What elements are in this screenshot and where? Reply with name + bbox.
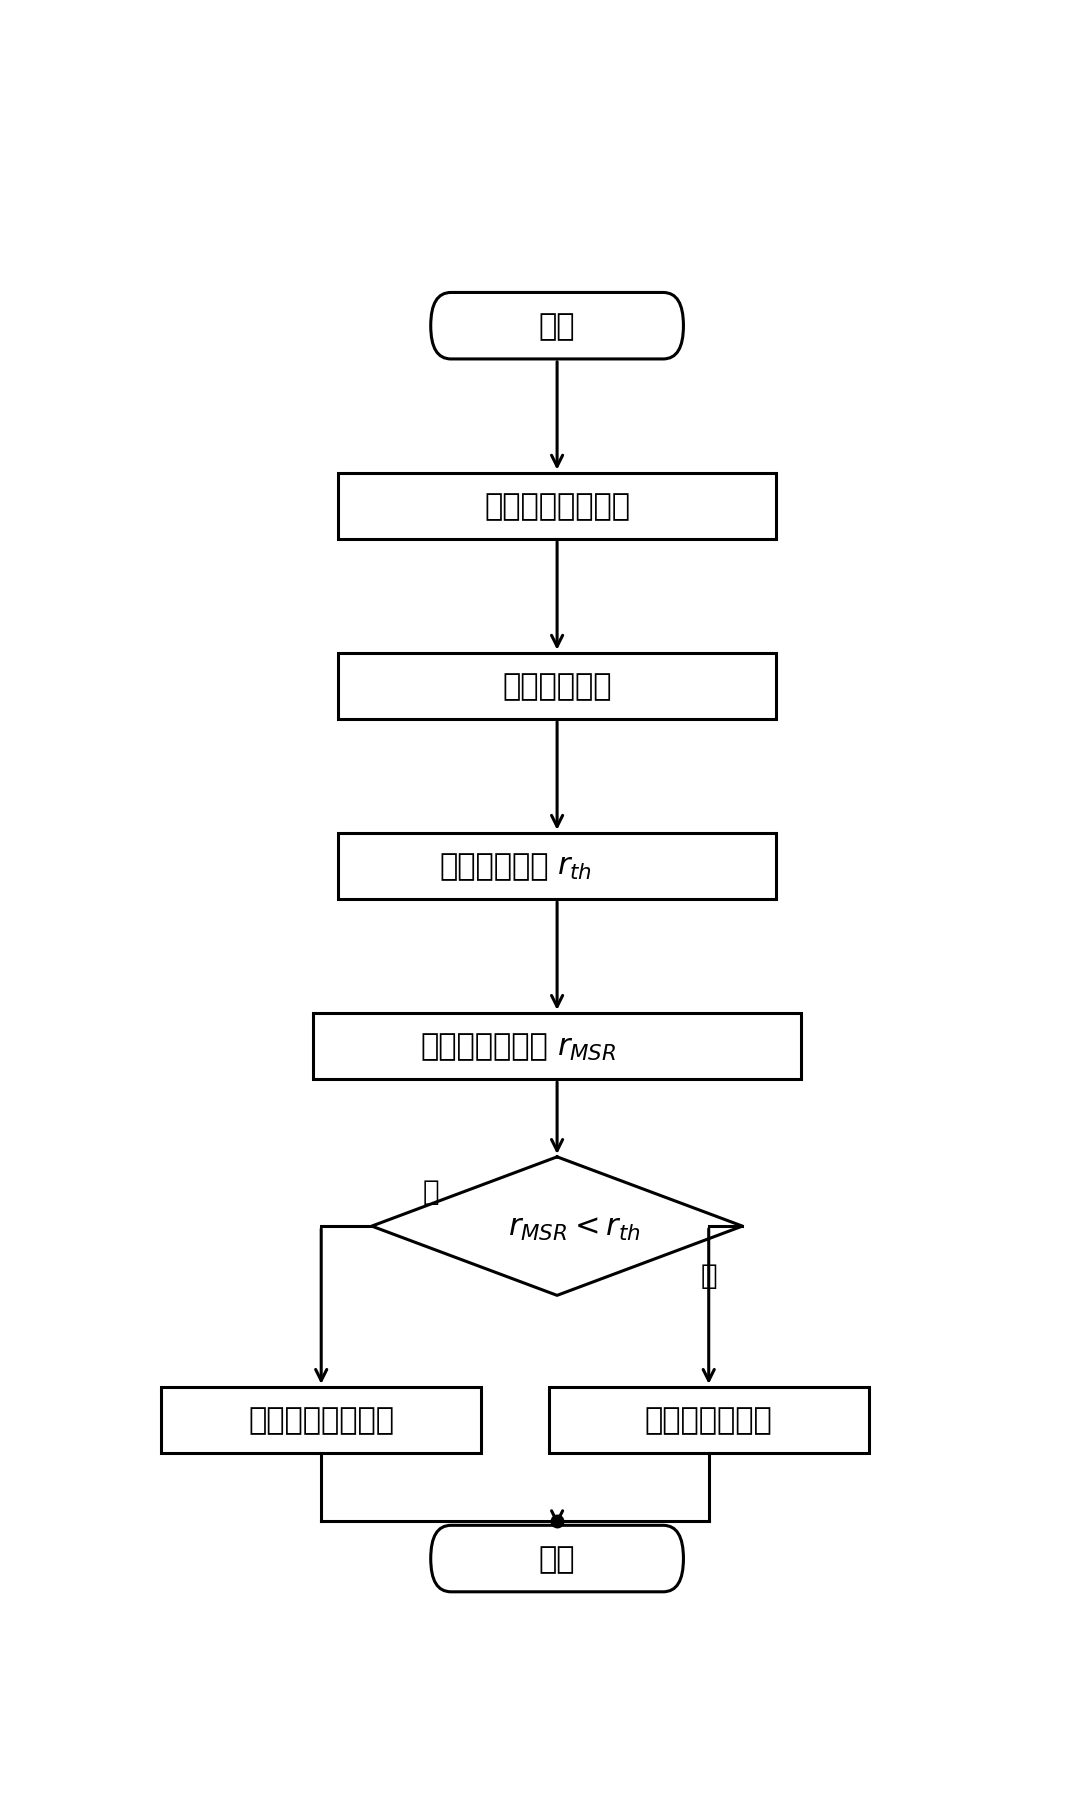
Text: 否: 否	[423, 1178, 439, 1206]
FancyBboxPatch shape	[430, 1525, 684, 1591]
Bar	[338, 653, 776, 719]
Text: 是: 是	[700, 1260, 717, 1289]
Text: 结束: 结束	[539, 1544, 575, 1573]
Bar	[338, 832, 776, 899]
Text: 计算平均谱半径: 计算平均谱半径	[421, 1032, 549, 1061]
Text: 桥臂工作状态正常: 桥臂工作状态正常	[248, 1406, 395, 1435]
Bar	[549, 1386, 869, 1453]
Text: 电容电压队列更新: 电容电压队列更新	[484, 493, 630, 521]
Text: 子模块开路故障: 子模块开路故障	[645, 1406, 773, 1435]
Bar	[161, 1386, 482, 1453]
Text: $r_{th}$: $r_{th}$	[558, 850, 592, 883]
Text: 开始: 开始	[539, 313, 575, 342]
Text: $r_{MSR}$: $r_{MSR}$	[558, 1030, 616, 1063]
Bar	[313, 1014, 801, 1079]
Text: $r_{MSR} < r_{th}$: $r_{MSR} < r_{th}$	[508, 1210, 640, 1242]
Text: 随机矩阵构造: 随机矩阵构造	[502, 672, 612, 701]
FancyBboxPatch shape	[430, 293, 684, 360]
Text: 计算判决门限: 计算判决门限	[439, 852, 549, 881]
Bar	[338, 473, 776, 539]
